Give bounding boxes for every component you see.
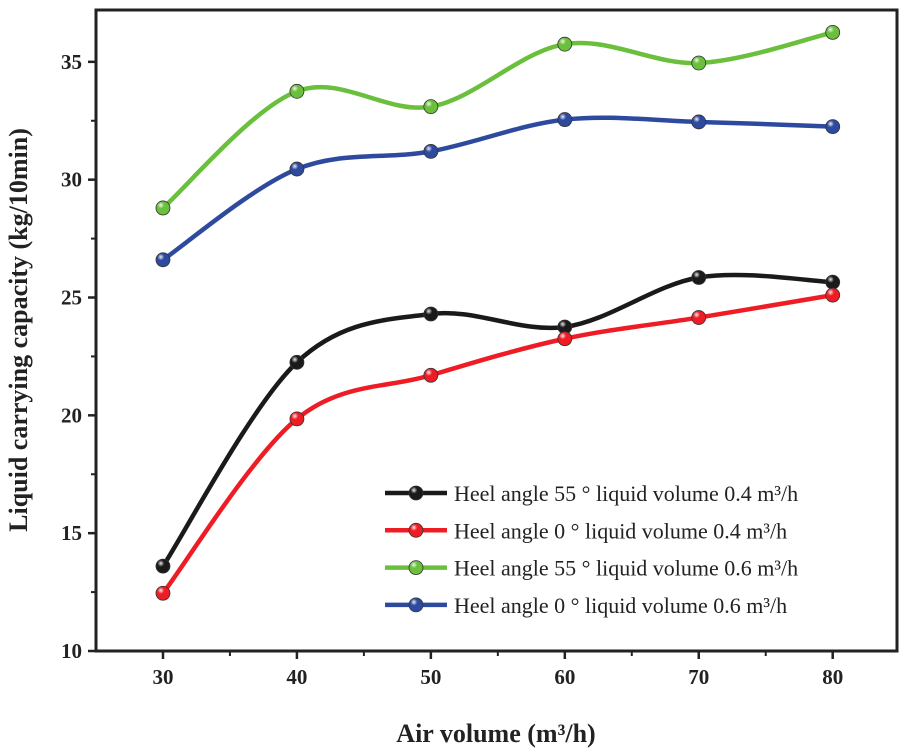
legend-item: Heel angle 55 ° liquid volume 0.4 m³/h (385, 481, 798, 506)
data-point (557, 36, 573, 52)
data-point (557, 331, 573, 347)
data-point (423, 99, 439, 115)
data-point (408, 560, 424, 575)
data-point (155, 200, 171, 216)
x-axis-label: Air volume (m³/h) (396, 719, 595, 748)
legend-label: Heel angle 0 ° liquid volume 0.4 m³/h (454, 518, 787, 543)
data-point (423, 143, 439, 159)
series-3 (155, 112, 841, 268)
y-tick-label: 20 (61, 403, 82, 427)
data-point (289, 83, 305, 99)
legend-label: Heel angle 55 ° liquid volume 0.6 m³/h (454, 556, 798, 581)
data-point (825, 287, 841, 303)
data-point (691, 270, 707, 285)
series-1 (155, 287, 841, 601)
data-point (408, 522, 424, 538)
series-0 (155, 270, 841, 574)
data-point (289, 411, 305, 427)
legend-item: Heel angle 0 ° liquid volume 0.6 m³/h (385, 593, 787, 618)
data-point (825, 274, 841, 290)
x-tick-label: 70 (688, 665, 709, 689)
data-point (423, 367, 439, 383)
data-point (557, 112, 573, 127)
data-point (155, 252, 171, 268)
data-point (289, 161, 305, 177)
legend-label: Heel angle 55 ° liquid volume 0.4 m³/h (454, 481, 798, 506)
plot-frame (94, 8, 899, 653)
x-tick-label: 80 (822, 665, 843, 689)
series-line (161, 115, 833, 262)
x-tick-label: 40 (286, 665, 307, 689)
series-line (161, 30, 834, 210)
data-point (155, 558, 171, 574)
data-point (408, 597, 424, 613)
data-point (691, 310, 707, 325)
y-tick-label: 15 (61, 521, 82, 545)
y-tick-label: 35 (61, 50, 82, 74)
x-tick-label: 30 (152, 665, 173, 689)
legend-label: Heel angle 0 ° liquid volume 0.6 m³/h (454, 593, 787, 618)
x-tick-label: 60 (554, 665, 575, 689)
series-line (161, 292, 834, 595)
data-point (289, 354, 305, 370)
data-point (825, 24, 841, 40)
legend-item: Heel angle 55 ° liquid volume 0.6 m³/h (385, 556, 798, 581)
data-point (557, 319, 573, 335)
y-axis-label: Liquid carrying capacity (kg/10min) (4, 128, 33, 532)
legend: Heel angle 55 ° liquid volume 0.4 m³/h He… (385, 481, 798, 618)
data-point (691, 114, 707, 130)
legend-item: Heel angle 0 ° liquid volume 0.4 m³/h (385, 518, 787, 543)
data-point (155, 585, 171, 601)
y-tick-label: 30 (61, 168, 82, 192)
x-tick-label: 50 (420, 665, 441, 689)
data-point (691, 55, 707, 71)
data-point (825, 119, 841, 135)
y-tick-label: 25 (61, 286, 82, 310)
series-2 (155, 24, 841, 216)
data-point (408, 485, 424, 501)
data-point (423, 306, 439, 322)
y-tick-label: 10 (61, 639, 82, 663)
